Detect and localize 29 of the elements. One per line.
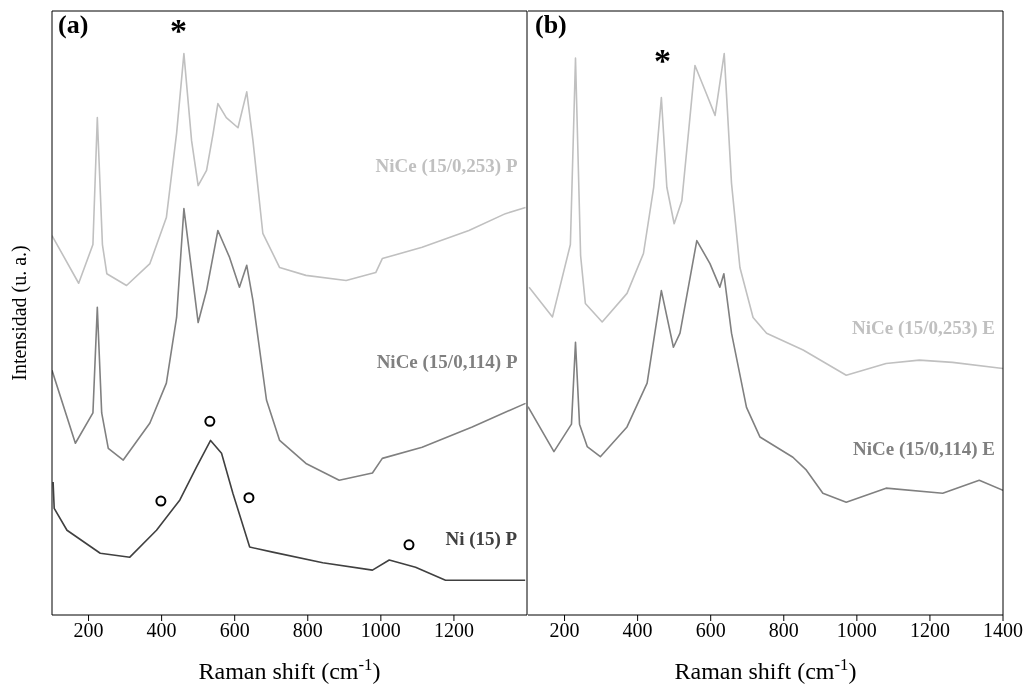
- x-tick-label: 800: [292, 619, 323, 642]
- x-tick-label: 1000: [836, 619, 877, 642]
- x-tick-label: 400: [622, 619, 653, 642]
- x-tick-label: 600: [695, 619, 726, 642]
- text: (b): [535, 10, 567, 39]
- x-axis-title: Raman shift (cm$^{-1}$): [198, 654, 381, 684]
- x-tick-label: 1200: [433, 619, 474, 642]
- text: (a): [58, 10, 89, 39]
- x-axis-title: Raman shift (cm$^{-1}$): [674, 654, 857, 684]
- series-label: NiCe (15/0,114) E: [853, 438, 995, 461]
- x-tick-label: 600: [219, 619, 250, 642]
- x-tick-label: 200: [549, 619, 580, 642]
- x-tick-label: 400: [146, 619, 177, 642]
- point: [155, 495, 167, 507]
- series-label: NiCe (15/0,253) E: [851, 316, 995, 339]
- point: [204, 415, 216, 427]
- y-axis-title: Intensidad (u. a.): [8, 245, 31, 381]
- point: [243, 492, 255, 504]
- x-tick-label: 1200: [909, 619, 950, 642]
- x-tick-label: 1400: [983, 619, 1023, 642]
- text: *: [170, 12, 187, 49]
- x-tick-label: 200: [73, 619, 104, 642]
- point: [403, 539, 415, 551]
- annotation: *: [654, 42, 671, 79]
- x-tick-label: 800: [768, 619, 799, 642]
- series-label: NiCe (15/0,253) P: [375, 155, 518, 178]
- series-label: NiCe (15/0,114) P: [376, 351, 518, 374]
- series-label: Ni (15) P: [445, 528, 518, 551]
- x-tick-label: 1000: [360, 619, 401, 642]
